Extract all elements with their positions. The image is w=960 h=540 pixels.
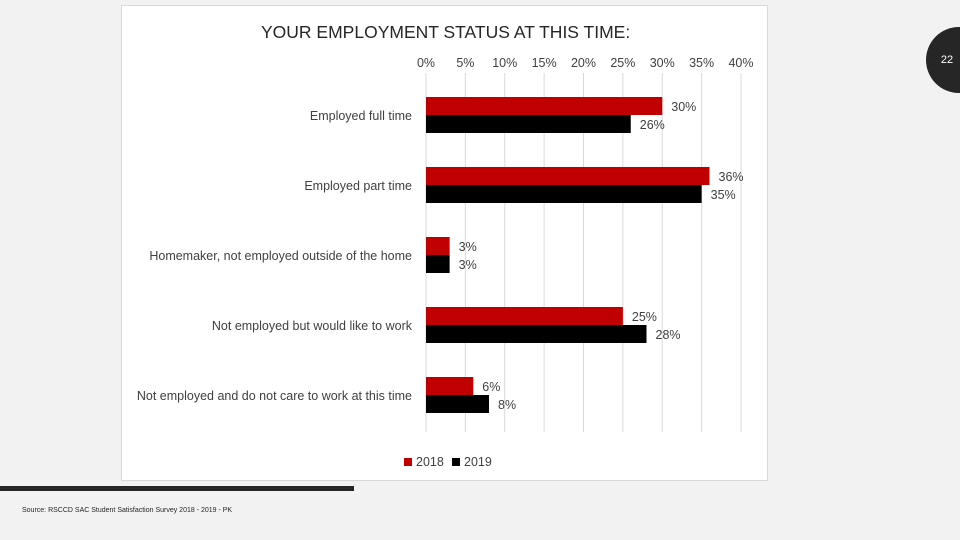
category-label: Employed full time [310, 109, 412, 123]
data-label-2018: 25% [632, 310, 657, 324]
legend-label-2019: 2019 [464, 455, 492, 469]
legend-label-2018: 2018 [416, 455, 444, 469]
bar-2018 [426, 97, 663, 115]
source-note: Source: RSCCD SAC Student Satisfaction S… [22, 507, 233, 514]
x-tick-label: 40% [728, 56, 753, 70]
x-tick-label: 35% [689, 56, 714, 70]
data-label-2019: 26% [640, 118, 665, 132]
x-tick-label: 0% [417, 56, 435, 70]
x-tick-label: 15% [532, 56, 557, 70]
data-label-2018: 30% [671, 100, 696, 114]
category-label: Not employed and do not care to work at … [137, 389, 412, 403]
bar-2018 [426, 237, 450, 255]
data-label-2018: 3% [459, 240, 477, 254]
x-axis-ticks: 0% 5% 10% 15% 20% 25% 30% 35% 40% [417, 56, 754, 70]
bar-2018 [426, 377, 474, 395]
bar-2019 [426, 185, 702, 203]
x-tick-label: 10% [492, 56, 517, 70]
data-label-2018: 6% [482, 380, 500, 394]
category-label: Homemaker, not employed outside of the h… [149, 249, 412, 263]
chart-title: YOUR EMPLOYMENT STATUS AT THIS TIME: [261, 22, 630, 42]
chart-card: YOUR EMPLOYMENT STATUS AT THIS TIME: 0% 5… [121, 5, 768, 481]
page-number: 22 [940, 54, 954, 66]
x-tick-label: 20% [571, 56, 596, 70]
x-tick-label: 30% [650, 56, 675, 70]
legend-swatch-2018 [404, 458, 412, 466]
legend-swatch-2019 [452, 458, 460, 466]
data-label-2019: 35% [711, 188, 736, 202]
bars [426, 97, 710, 413]
legend: 2018 2019 [404, 455, 492, 469]
data-label-2019: 28% [656, 328, 681, 342]
data-label-2019: 3% [459, 258, 477, 272]
employment-status-chart: YOUR EMPLOYMENT STATUS AT THIS TIME: 0% 5… [137, 22, 754, 469]
category-label: Not employed but would like to work [212, 319, 413, 333]
x-tick-label: 5% [456, 56, 474, 70]
data-label-2018: 36% [719, 170, 744, 184]
data-label-2019: 8% [498, 398, 516, 412]
bar-2018 [426, 307, 623, 325]
bar-2018 [426, 167, 710, 185]
bar-2019 [426, 395, 489, 413]
bar-2019 [426, 115, 631, 133]
data-labels: 30% 26% 36% 35% 3% 3% 25% 28% 6% 8% [459, 100, 744, 412]
category-label: Employed part time [304, 179, 412, 193]
category-labels: Employed full time Employed part time Home… [137, 109, 413, 403]
bar-2019 [426, 325, 647, 343]
footer-rule [0, 486, 354, 491]
bar-2019 [426, 255, 450, 273]
x-tick-label: 25% [610, 56, 635, 70]
